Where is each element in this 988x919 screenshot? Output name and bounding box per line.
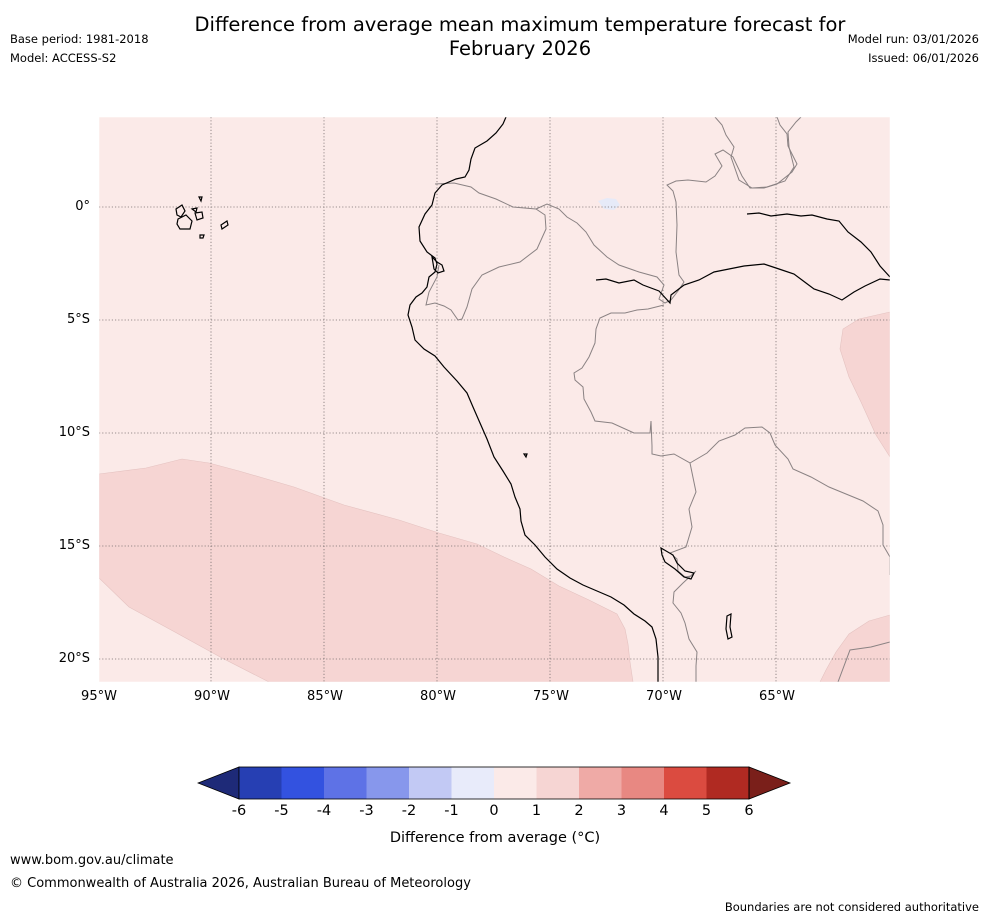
lon-label-65w: 65°W xyxy=(759,689,795,704)
colorbar-tick-label: 4 xyxy=(659,803,669,819)
base-period: Base period: 1981-2018 xyxy=(10,32,149,46)
border-bolivia-brazil xyxy=(689,426,890,575)
lat-label-0: 0° xyxy=(75,199,90,214)
island-san-cristobal xyxy=(220,220,229,230)
colorbar-extend-high xyxy=(748,766,792,800)
colorbar-ticks: -6 -5 -4 -3 -2 -1 0 1 2 3 4 5 6 xyxy=(197,802,793,822)
border-bolivia-paraguay xyxy=(837,641,890,682)
colorbar-swatch xyxy=(706,767,749,799)
issued-date: Issued: 06/01/2026 xyxy=(868,51,979,65)
colorbar-label: Difference from average (°C) xyxy=(389,830,601,846)
colorbar-swatch xyxy=(281,767,324,799)
lon-label-90w: 90°W xyxy=(194,689,230,704)
title-line-1: Difference from average mean maximum tem… xyxy=(194,13,846,36)
colorbar-swatch xyxy=(409,767,452,799)
island-floreana xyxy=(199,234,205,239)
coastline-amazon-river xyxy=(595,263,890,305)
island-santa-cruz xyxy=(194,211,204,221)
colorbar-tick-label: -5 xyxy=(274,803,289,819)
coastline-amazon-north xyxy=(746,212,890,278)
coastline-small-islet xyxy=(522,453,528,459)
colorbar-tick-label: 5 xyxy=(701,803,712,819)
island-baltra xyxy=(190,207,198,214)
island-isabela-north xyxy=(175,204,186,218)
model-run: Model run: 03/01/2026 xyxy=(847,32,979,46)
anomaly-1-2-region-southeast xyxy=(819,614,890,682)
lake-titicaca-outline xyxy=(660,546,695,580)
colorbar-tick-label: 3 xyxy=(616,803,627,819)
colorbar-frame xyxy=(238,766,750,800)
lon-label-70w: 70°W xyxy=(646,689,682,704)
map-title: Difference from average mean maximum tem… xyxy=(150,13,890,61)
coastline-gulf-island xyxy=(431,255,445,274)
colorbar-tick-label: -1 xyxy=(444,803,459,819)
copyright-notice: © Commonwealth of Australia 2026, Austra… xyxy=(10,876,471,891)
coastline-pacific-south-america xyxy=(407,117,659,682)
colorbar xyxy=(197,766,792,800)
border-venezuela-brazil xyxy=(714,117,802,189)
border-ecuador-peru-colombia xyxy=(425,182,547,321)
lat-label-5s: 5°S xyxy=(66,312,90,327)
country-borders xyxy=(425,117,890,682)
colorbar-tick-label: 2 xyxy=(574,803,584,819)
island-santiago xyxy=(198,196,203,203)
colorbar-tick-label: 6 xyxy=(744,803,754,819)
lake-titicaca xyxy=(660,546,695,580)
lake-poopo xyxy=(725,612,733,640)
galapagos-islands xyxy=(175,196,229,239)
forecast-map xyxy=(99,117,890,682)
colorbar-extend-low xyxy=(197,766,240,800)
title-line-2: February 2026 xyxy=(448,37,592,60)
border-peru-brazil-bolivia xyxy=(573,304,698,682)
lat-label-15s: 15°S xyxy=(58,538,90,553)
lon-label-85w: 85°W xyxy=(307,689,343,704)
colorbar-swatch xyxy=(366,767,409,799)
website-link[interactable]: www.bom.gov.au/climate xyxy=(10,853,174,868)
colorbar-swatch xyxy=(579,767,622,799)
graticule xyxy=(99,117,890,682)
lat-label-20s: 20°S xyxy=(58,651,90,666)
anomaly-1-2-region-southwest xyxy=(99,458,634,682)
colorbar-swatch xyxy=(451,767,494,799)
coastlines xyxy=(175,117,890,682)
lon-label-75w: 75°W xyxy=(533,689,569,704)
lat-label-10s: 10°S xyxy=(58,425,90,440)
colorbar-tick-label: -2 xyxy=(401,803,417,819)
colorbar-swatch xyxy=(664,767,707,799)
colorbar-tick-label: 1 xyxy=(531,803,542,819)
colorbar-swatch xyxy=(239,767,282,799)
colorbar-tick-label: -6 xyxy=(231,803,247,819)
colorbar-swatch xyxy=(494,767,537,799)
colorbar-swatch xyxy=(621,767,664,799)
lon-label-80w: 80°W xyxy=(420,689,456,704)
colorbar-tick-label: 0 xyxy=(489,803,499,819)
model-name: Model: ACCESS-S2 xyxy=(10,51,117,65)
colorbar-tick-label: -3 xyxy=(359,803,374,819)
island-isabela-south xyxy=(176,214,193,230)
colorbar-swatch xyxy=(324,767,367,799)
anomaly-1-2-region-east xyxy=(839,311,890,458)
lon-label-95w: 95°W xyxy=(81,689,117,704)
boundaries-disclaimer: Boundaries are not considered authoritat… xyxy=(724,900,979,914)
colorbar-swatch xyxy=(536,767,579,799)
colorbar-tick-label: -4 xyxy=(316,803,332,819)
colorbar-swatches xyxy=(197,766,792,800)
